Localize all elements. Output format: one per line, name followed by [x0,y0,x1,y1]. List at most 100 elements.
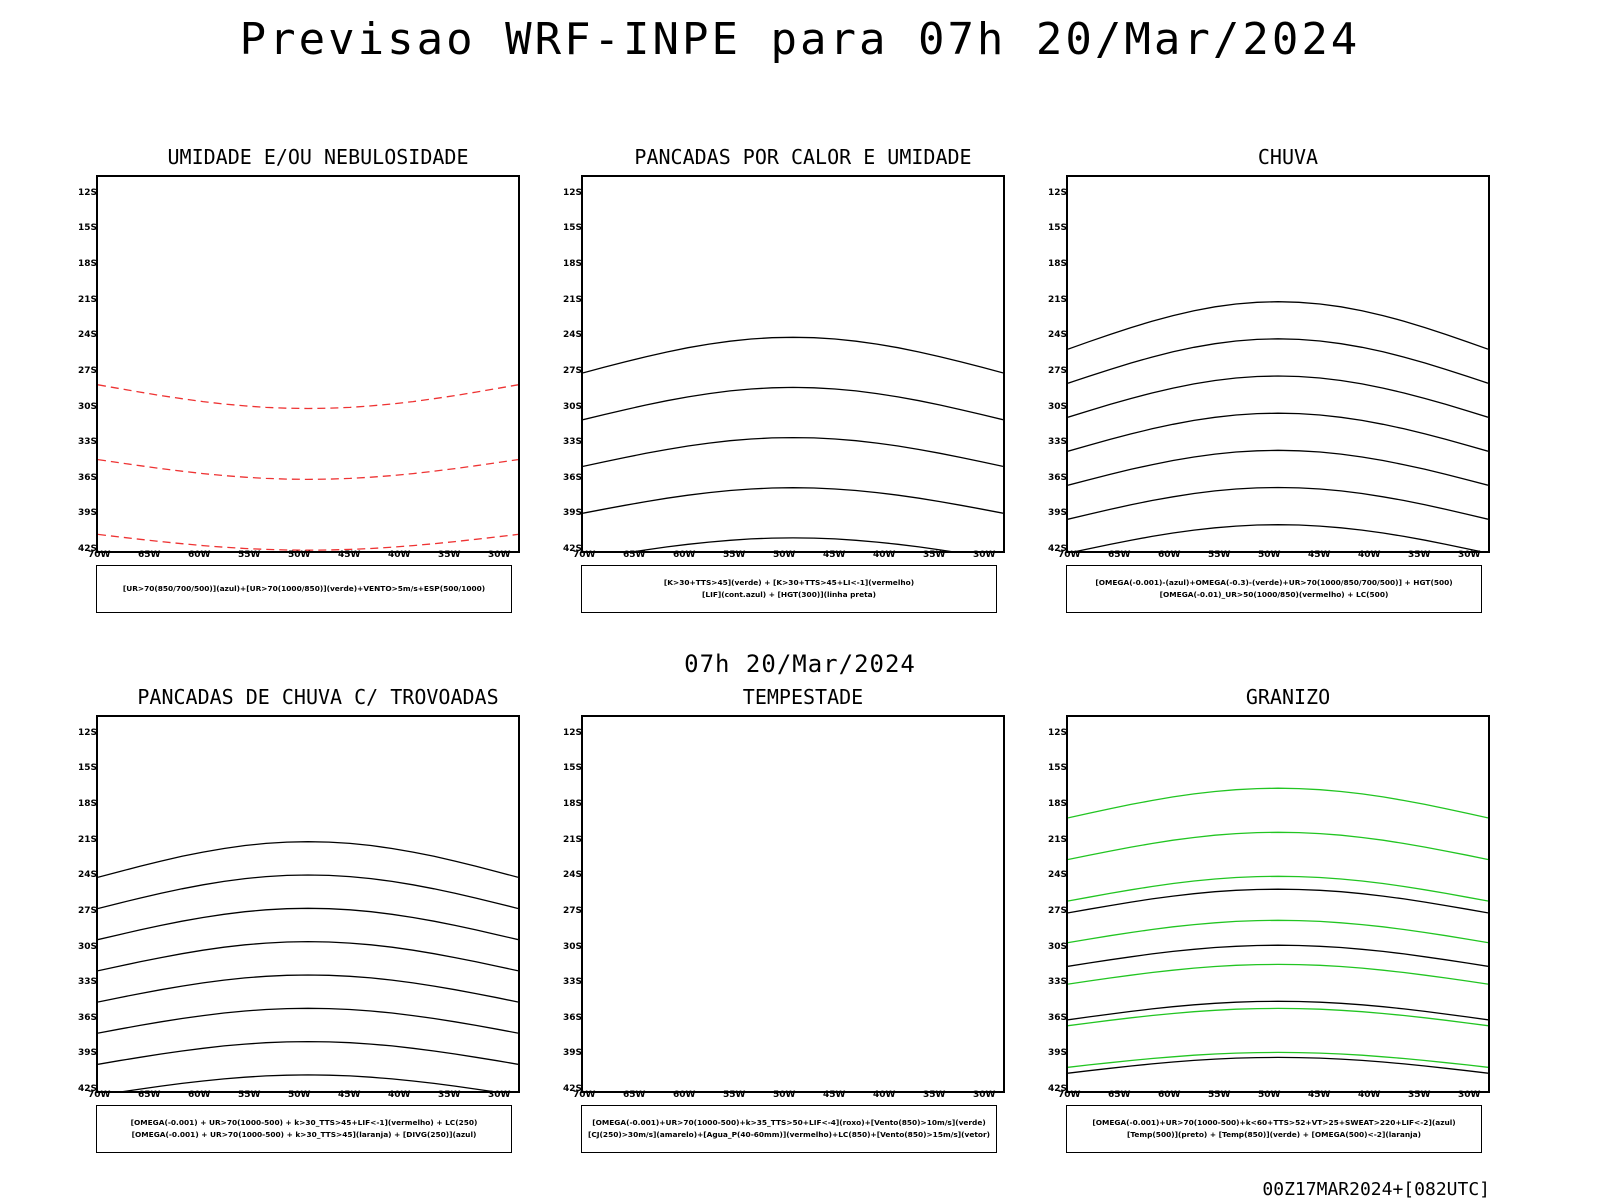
lat-tick-label: 33S [1048,977,1068,988]
legend-line-1: [K>30+TTS>45](verde) + [K>30+TTS>45+LI<-… [663,578,915,587]
panel-chuva: CHUVA 585582579576573570567564561 12S 15S… [1048,145,1528,625]
lon-tick-label: 65W [138,550,161,560]
streamline [98,1040,518,1065]
streamline [98,841,518,878]
map-chuva[interactable]: 585582579576573570567564561 [1066,175,1490,553]
lat-tick-label: 36S [563,472,583,483]
temp850-line [1068,787,1488,819]
streamline [98,907,518,941]
map-canvas [98,841,518,1091]
lon-tick-label: 60W [673,550,696,560]
legend-line-2: [CJ(250)>30m/s](amarelo)+[Agua_P(40-60mm… [588,1130,990,1139]
lat-tick-label: 39S [1048,508,1068,519]
lon-tick-label: 40W [388,550,411,560]
lon-tick-label: 45W [823,1090,846,1100]
lat-tick-label: 21S [1048,834,1068,845]
temp850-line [1068,1051,1488,1068]
map-umidade[interactable]: 1012100810081004100010041008101210161000… [96,175,520,553]
panel-legend: [OMEGA(-0.001)-(azul)+OMEGA(-0.3)-(verde… [1066,565,1482,613]
hgt300-line [583,336,1003,374]
lat-tick-label: 33S [78,977,98,988]
hgt500-line [1068,375,1488,418]
lat-tick-label: 12S [563,187,583,198]
map-granizo[interactable]: 121212 [1066,715,1490,1093]
hgt500-line [1068,338,1488,384]
lat-tick-label: 36S [78,472,98,483]
panel-legend: [OMEGA(-0.001) + UR>70(1000-500) + k>30_… [96,1105,512,1153]
lon-tick-label: 35W [1408,1090,1431,1100]
lon-tick-label: 60W [188,1090,211,1100]
lon-tick-label: 30W [488,1090,511,1100]
lon-tick-label: 30W [488,550,511,560]
lat-tick-label: 27S [78,905,98,916]
map-canvas: 9600952094409360928092009120960095209440… [583,336,1003,551]
lat-tick-label: 33S [563,437,583,448]
lon-tick-label: 35W [923,1090,946,1100]
map-trovoadas[interactable] [96,715,520,1093]
temp500-line [1068,888,1488,914]
map-canvas: 585582579576573570567564561 [1068,301,1488,551]
lon-tick-label: 70W [1058,550,1081,560]
map-pancadas-calor[interactable]: 9600952094409360928092009120960095209440… [581,175,1005,553]
lon-tick-label: 70W [573,550,596,560]
map-tempestade[interactable]: 50405040 [581,715,1005,1093]
panel-legend: [K>30+TTS>45](verde) + [K>30+TTS>45+LI<-… [581,565,997,613]
hgt300-line [583,386,1003,421]
lat-tick-label: 30S [1048,401,1068,412]
lon-tick-label: 60W [188,550,211,560]
lon-tick-label: 50W [773,1090,796,1100]
temp500-line [1068,944,1488,967]
lon-tick-label: 35W [438,550,461,560]
lat-tick-label: 24S [563,870,583,881]
mid-date-label: 07h 20/Mar/2024 [684,650,916,678]
lon-tick-label: 55W [1208,550,1231,560]
temp850-line [1068,919,1488,944]
main-title: Previsao WRF-INPE para 07h 20/Mar/2024 [239,14,1361,65]
lon-tick-label: 55W [238,550,261,560]
panel-trovoadas: PANCADAS DE CHUVA C/ TROVOADAS 12S 15S 18S… [78,685,558,1165]
lat-tick-label: 15S [1048,763,1068,774]
panel-title: TEMPESTADE [742,685,864,709]
lat-tick-label: 15S [78,223,98,234]
legend-line-1: [OMEGA(-0.001) + UR>70(1000-500) + k>30_… [130,1118,478,1127]
lon-tick-label: 55W [723,1090,746,1100]
streamline [98,1007,518,1034]
legend-line-1: [OMEGA(-0.001)+UR>70(1000-500)+k>35_TTS>… [592,1118,986,1127]
hgt500-line [1068,486,1488,520]
lon-tick-label: 65W [623,550,646,560]
lat-tick-label: 39S [78,1048,98,1059]
legend-line-2: [LIF](cont.azul) + [HGT(300)](linha pret… [702,590,876,599]
panel-title: PANCADAS POR CALOR E UMIDADE [634,145,972,169]
lat-tick-label: 18S [78,259,98,270]
lon-tick-label: 30W [973,550,996,560]
lat-tick-label: 42S [1048,1084,1068,1094]
lat-tick-label: 18S [78,799,98,810]
lat-tick-label: 12S [78,187,98,198]
lon-tick-label: 50W [1258,550,1281,560]
panel-title: CHUVA [1257,145,1319,169]
lat-tick-label: 15S [78,763,98,774]
lon-tick-label: 70W [88,550,111,560]
lat-tick-label: 30S [563,941,583,952]
panel-tempestade: TEMPESTADE 50405040 12S 15S 18S 21S 24S 27S 30… [563,685,1043,1165]
lat-tick-label: 42S [563,544,583,554]
lon-tick-label: 45W [1308,1090,1331,1100]
lon-tick-label: 30W [973,1090,996,1100]
panel-title: GRANIZO [1245,685,1331,709]
map-canvas: 50405040 [583,717,1003,1091]
hgt500-line [1068,301,1488,350]
lon-tick-label: 65W [1108,1090,1131,1100]
hgt500-line [1068,412,1488,452]
lon-tick-label: 60W [1158,550,1181,560]
thickness-dashed-line [98,384,518,410]
lon-tick-label: 65W [623,1090,646,1100]
panel-pancadas-calor: PANCADAS POR CALOR E UMIDADE 96009520944… [563,145,1043,625]
lat-tick-label: 12S [1048,187,1068,198]
lon-tick-label: 65W [138,1090,161,1100]
legend-line-1: [OMEGA(-0.001)-(azul)+OMEGA(-0.3)-(verde… [1095,578,1453,587]
lon-tick-label: 70W [88,1090,111,1100]
lat-tick-label: 36S [1048,472,1068,483]
lon-tick-label: 55W [238,1090,261,1100]
lon-tick-label: 35W [1408,550,1431,560]
lon-tick-label: 35W [923,550,946,560]
